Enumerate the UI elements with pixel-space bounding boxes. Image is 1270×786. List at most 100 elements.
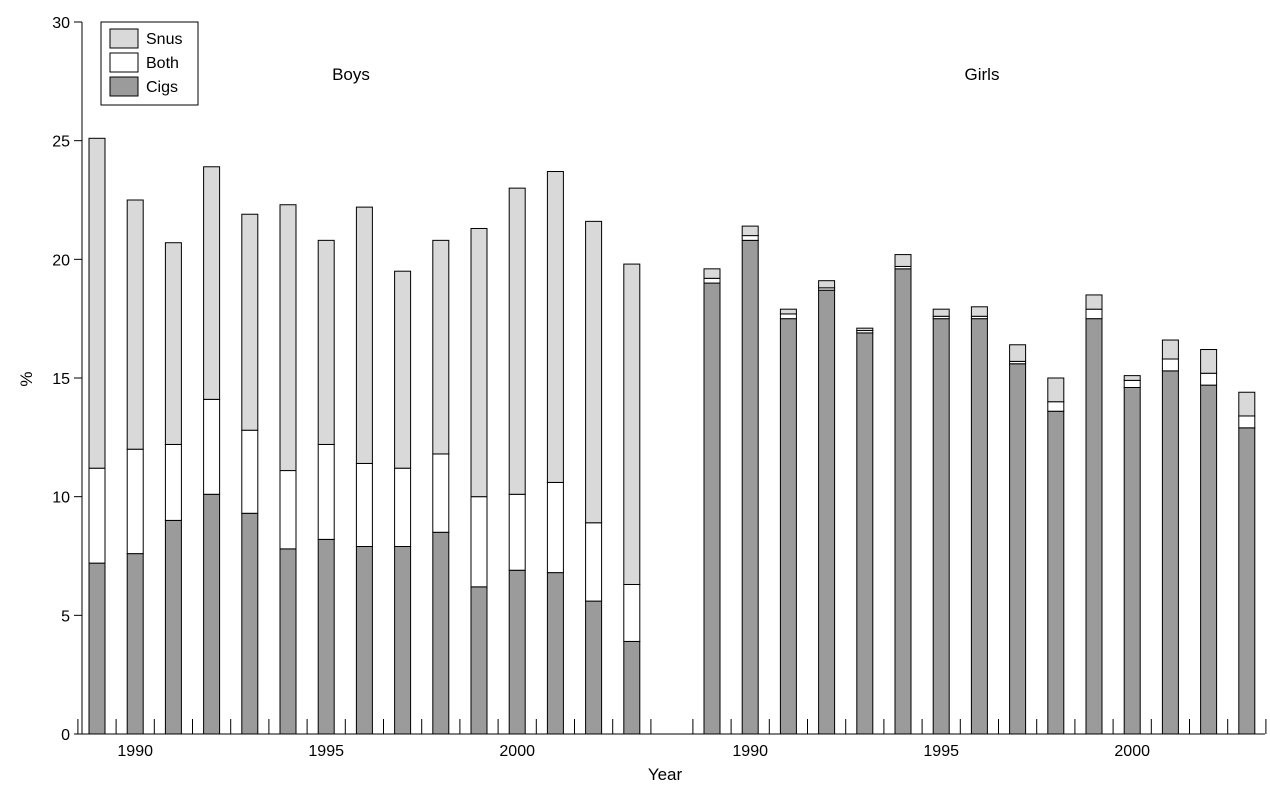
bar-girls-1995-cigs	[932, 318, 950, 735]
bar-girls-1991-cigs	[779, 318, 797, 735]
legend-label-cigs: Cigs	[146, 79, 178, 96]
bar-girls-1994-cigs	[894, 268, 912, 735]
bar-girls-1993-cigs	[856, 332, 874, 735]
bar-boys-1997-both	[394, 467, 412, 548]
bar-girls-1993-snus	[856, 327, 874, 332]
legend-swatch-cigs	[109, 76, 139, 97]
bar-boys-1994-cigs	[279, 548, 297, 735]
bar-boys-1993-cigs	[241, 512, 259, 735]
bar-girls-2002-snus	[1200, 349, 1218, 374]
bar-girls-1999-cigs	[1085, 318, 1103, 735]
bar-girls-2003-both	[1238, 415, 1256, 429]
bar-girls-2000-both	[1123, 379, 1141, 388]
bar-boys-1996-snus	[355, 206, 373, 464]
y-tick-label: 20	[52, 252, 70, 269]
bar-boys-2002-both	[585, 522, 603, 602]
bar-boys-1991-snus	[164, 242, 182, 445]
x-axis-title: Year	[648, 765, 683, 784]
y-tick-label: 30	[52, 15, 70, 32]
bar-boys-1997-snus	[394, 270, 412, 469]
x-tick-label: 2000	[1114, 743, 1150, 760]
bar-boys-1995-cigs	[317, 538, 335, 735]
x-tick-label: 1995	[308, 743, 344, 760]
bar-girls-1998-both	[1047, 401, 1065, 412]
bar-boys-1995-both	[317, 443, 335, 540]
x-tick-label: 1990	[117, 743, 153, 760]
bar-boys-2002-cigs	[585, 600, 603, 735]
bar-girls-1991-snus	[779, 308, 797, 315]
bar-girls-1990-cigs	[741, 239, 759, 735]
bar-girls-1997-cigs	[1009, 363, 1027, 735]
bar-boys-2000-snus	[508, 187, 526, 495]
bar-boys-1992-both	[203, 398, 221, 495]
bar-girls-1995-snus	[932, 308, 950, 317]
bar-boys-1996-cigs	[355, 546, 373, 735]
bar-boys-1998-cigs	[432, 531, 450, 735]
bar-girls-1990-snus	[741, 225, 759, 237]
bar-boys-1999-cigs	[470, 586, 488, 735]
bar-boys-2001-snus	[546, 171, 564, 483]
panel-label-boys: Boys	[332, 65, 370, 84]
bar-boys-1990-both	[126, 448, 144, 555]
bar-boys-1996-both	[355, 462, 373, 548]
legend-label-both: Both	[146, 55, 179, 72]
bar-boys-1998-snus	[432, 239, 450, 455]
bar-girls-1999-both	[1085, 308, 1103, 320]
bar-girls-1992-cigs	[818, 289, 836, 735]
bar-girls-1999-snus	[1085, 294, 1103, 310]
bar-boys-1993-both	[241, 429, 259, 514]
bar-boys-1997-cigs	[394, 546, 412, 735]
y-axis-title: %	[17, 371, 36, 386]
bar-boys-1998-both	[432, 453, 450, 533]
bar-boys-1994-snus	[279, 204, 297, 472]
bar-boys-1994-both	[279, 470, 297, 550]
y-tick-label: 0	[61, 727, 70, 744]
bar-girls-2002-cigs	[1200, 384, 1218, 735]
bars	[88, 137, 1256, 735]
bar-boys-2003-both	[623, 583, 641, 642]
bar-girls-2003-cigs	[1238, 427, 1256, 735]
panel-label-girls: Girls	[965, 65, 1000, 84]
y-tick-label: 25	[52, 134, 70, 151]
bar-boys-2002-snus	[585, 220, 603, 524]
bar-boys-1991-cigs	[164, 519, 182, 735]
legend: Snus Both Cigs	[100, 21, 199, 106]
y-tick-label: 10	[52, 490, 70, 507]
bar-boys-1992-cigs	[203, 493, 221, 735]
bar-girls-1998-snus	[1047, 377, 1065, 403]
bar-girls-2001-both	[1161, 358, 1179, 372]
bar-girls-1997-snus	[1009, 344, 1027, 362]
legend-swatch-both	[109, 52, 139, 73]
bar-boys-1995-snus	[317, 239, 335, 445]
bar-girls-2002-both	[1200, 372, 1218, 386]
bar-girls-2003-snus	[1238, 391, 1256, 417]
bar-girls-1992-snus	[818, 280, 836, 289]
legend-swatch-snus	[109, 28, 139, 49]
bar-girls-2000-cigs	[1123, 386, 1141, 735]
bar-boys-1999-snus	[470, 227, 488, 498]
axes: 0 5 10 15 20 25 30 1990 1995 2000 1990 1995 2000	[52, 15, 1267, 760]
bar-girls-2001-snus	[1161, 339, 1179, 360]
bar-boys-2001-both	[546, 481, 564, 574]
legend-label-snus: Snus	[146, 31, 182, 48]
bar-boys-1989-cigs	[88, 562, 106, 735]
x-tick-label: 2000	[499, 743, 535, 760]
bar-girls-1989-both	[703, 277, 721, 284]
y-tick-label: 15	[52, 371, 70, 388]
bar-boys-2003-snus	[623, 263, 641, 585]
bar-girls-2001-cigs	[1161, 370, 1179, 735]
bar-boys-2003-cigs	[623, 640, 641, 735]
x-tick-label: 1995	[923, 743, 959, 760]
bar-boys-1993-snus	[241, 213, 259, 431]
bar-boys-1990-snus	[126, 199, 144, 450]
bar-girls-1998-cigs	[1047, 410, 1065, 735]
bar-boys-1991-both	[164, 443, 182, 521]
bar-boys-1992-snus	[203, 166, 221, 400]
bar-girls-1989-cigs	[703, 282, 721, 735]
bar-boys-1999-both	[470, 496, 488, 588]
bar-boys-1989-both	[88, 467, 106, 564]
bar-girls-1990-both	[741, 235, 759, 241]
bar-boys-1990-cigs	[126, 553, 144, 735]
bar-girls-1989-snus	[703, 268, 721, 279]
